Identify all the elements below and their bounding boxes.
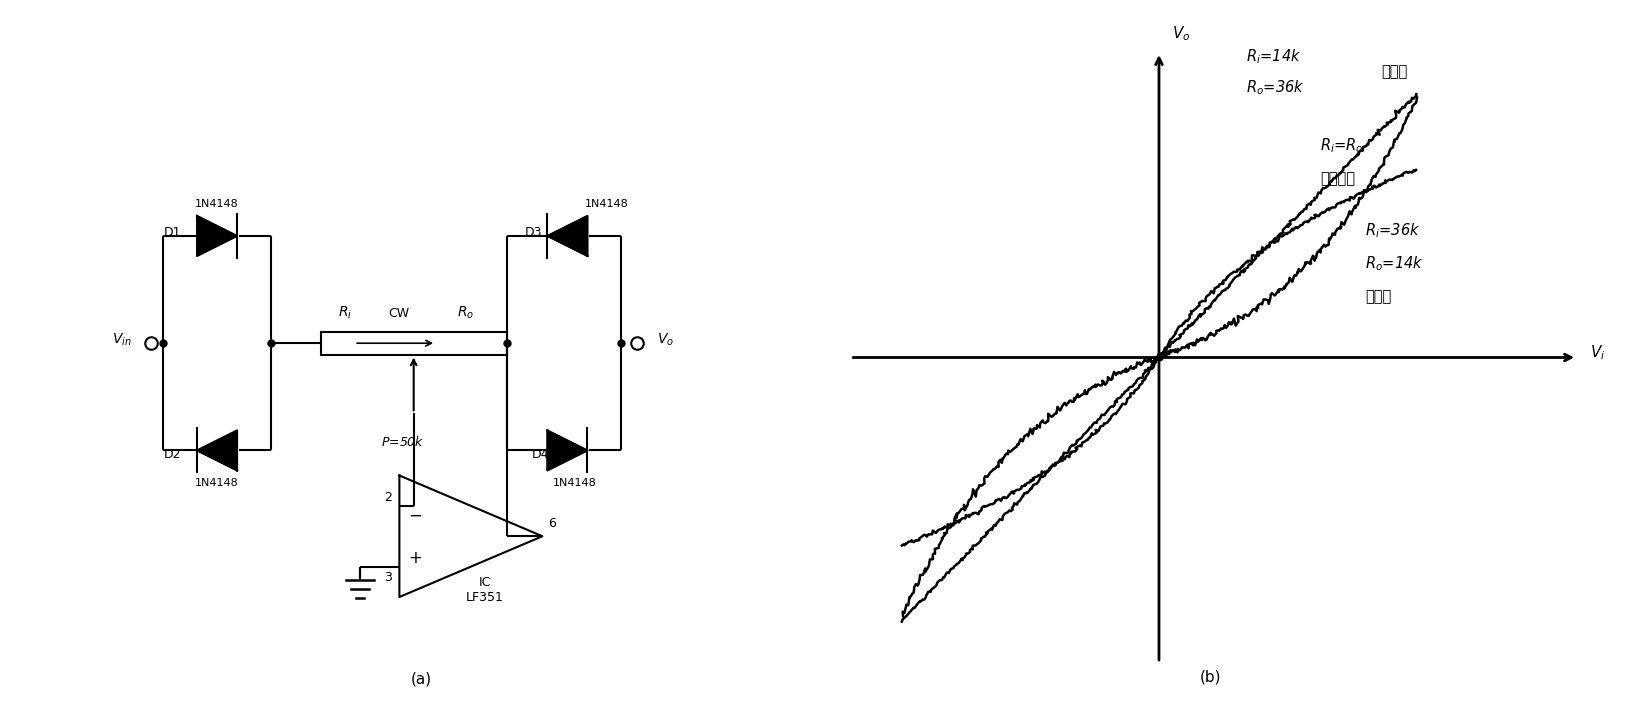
- Text: (a): (a): [410, 672, 432, 686]
- Text: 1N4148: 1N4148: [585, 199, 629, 209]
- Text: $-$: $-$: [407, 506, 422, 524]
- Polygon shape: [197, 430, 236, 470]
- Text: 1N4148: 1N4148: [553, 478, 596, 488]
- Text: $P$=50k: $P$=50k: [381, 435, 425, 449]
- Text: 6: 6: [548, 517, 557, 530]
- Text: $V_{in}$: $V_{in}$: [112, 332, 131, 347]
- Text: $V_o$: $V_o$: [1172, 24, 1190, 43]
- Text: 1N4148: 1N4148: [195, 199, 240, 209]
- Text: $+$: $+$: [409, 548, 422, 566]
- Text: $R_i$=$R_o$: $R_i$=$R_o$: [1320, 137, 1363, 155]
- Text: $V_i$: $V_i$: [1589, 343, 1606, 363]
- Text: 2: 2: [384, 490, 392, 504]
- Text: D3: D3: [525, 226, 542, 239]
- Text: 3: 3: [384, 571, 392, 584]
- Text: 指数型: 指数型: [1381, 64, 1407, 79]
- Text: $R_o$=36k: $R_o$=36k: [1246, 78, 1304, 97]
- Text: $R_i$=14k: $R_i$=14k: [1246, 47, 1300, 66]
- Text: $R_o$: $R_o$: [456, 305, 475, 321]
- Text: $V_o$: $V_o$: [657, 332, 673, 347]
- Text: 线性放大: 线性放大: [1320, 172, 1355, 187]
- Text: D2: D2: [164, 448, 181, 460]
- Text: (b): (b): [1200, 669, 1222, 684]
- Polygon shape: [547, 216, 588, 256]
- Text: CW: CW: [388, 307, 409, 320]
- Text: 1N4148: 1N4148: [195, 478, 240, 488]
- Bar: [320, 332, 507, 355]
- Polygon shape: [197, 216, 236, 256]
- Text: D1: D1: [164, 226, 181, 239]
- Text: IC
LF351: IC LF351: [466, 576, 504, 603]
- Text: $R_o$=14k: $R_o$=14k: [1365, 254, 1424, 273]
- Text: 对数型: 对数型: [1365, 289, 1391, 304]
- Polygon shape: [547, 430, 588, 470]
- Text: $R_i$: $R_i$: [338, 305, 351, 321]
- Text: $R_i$=36k: $R_i$=36k: [1365, 221, 1420, 240]
- Text: D4: D4: [532, 448, 550, 460]
